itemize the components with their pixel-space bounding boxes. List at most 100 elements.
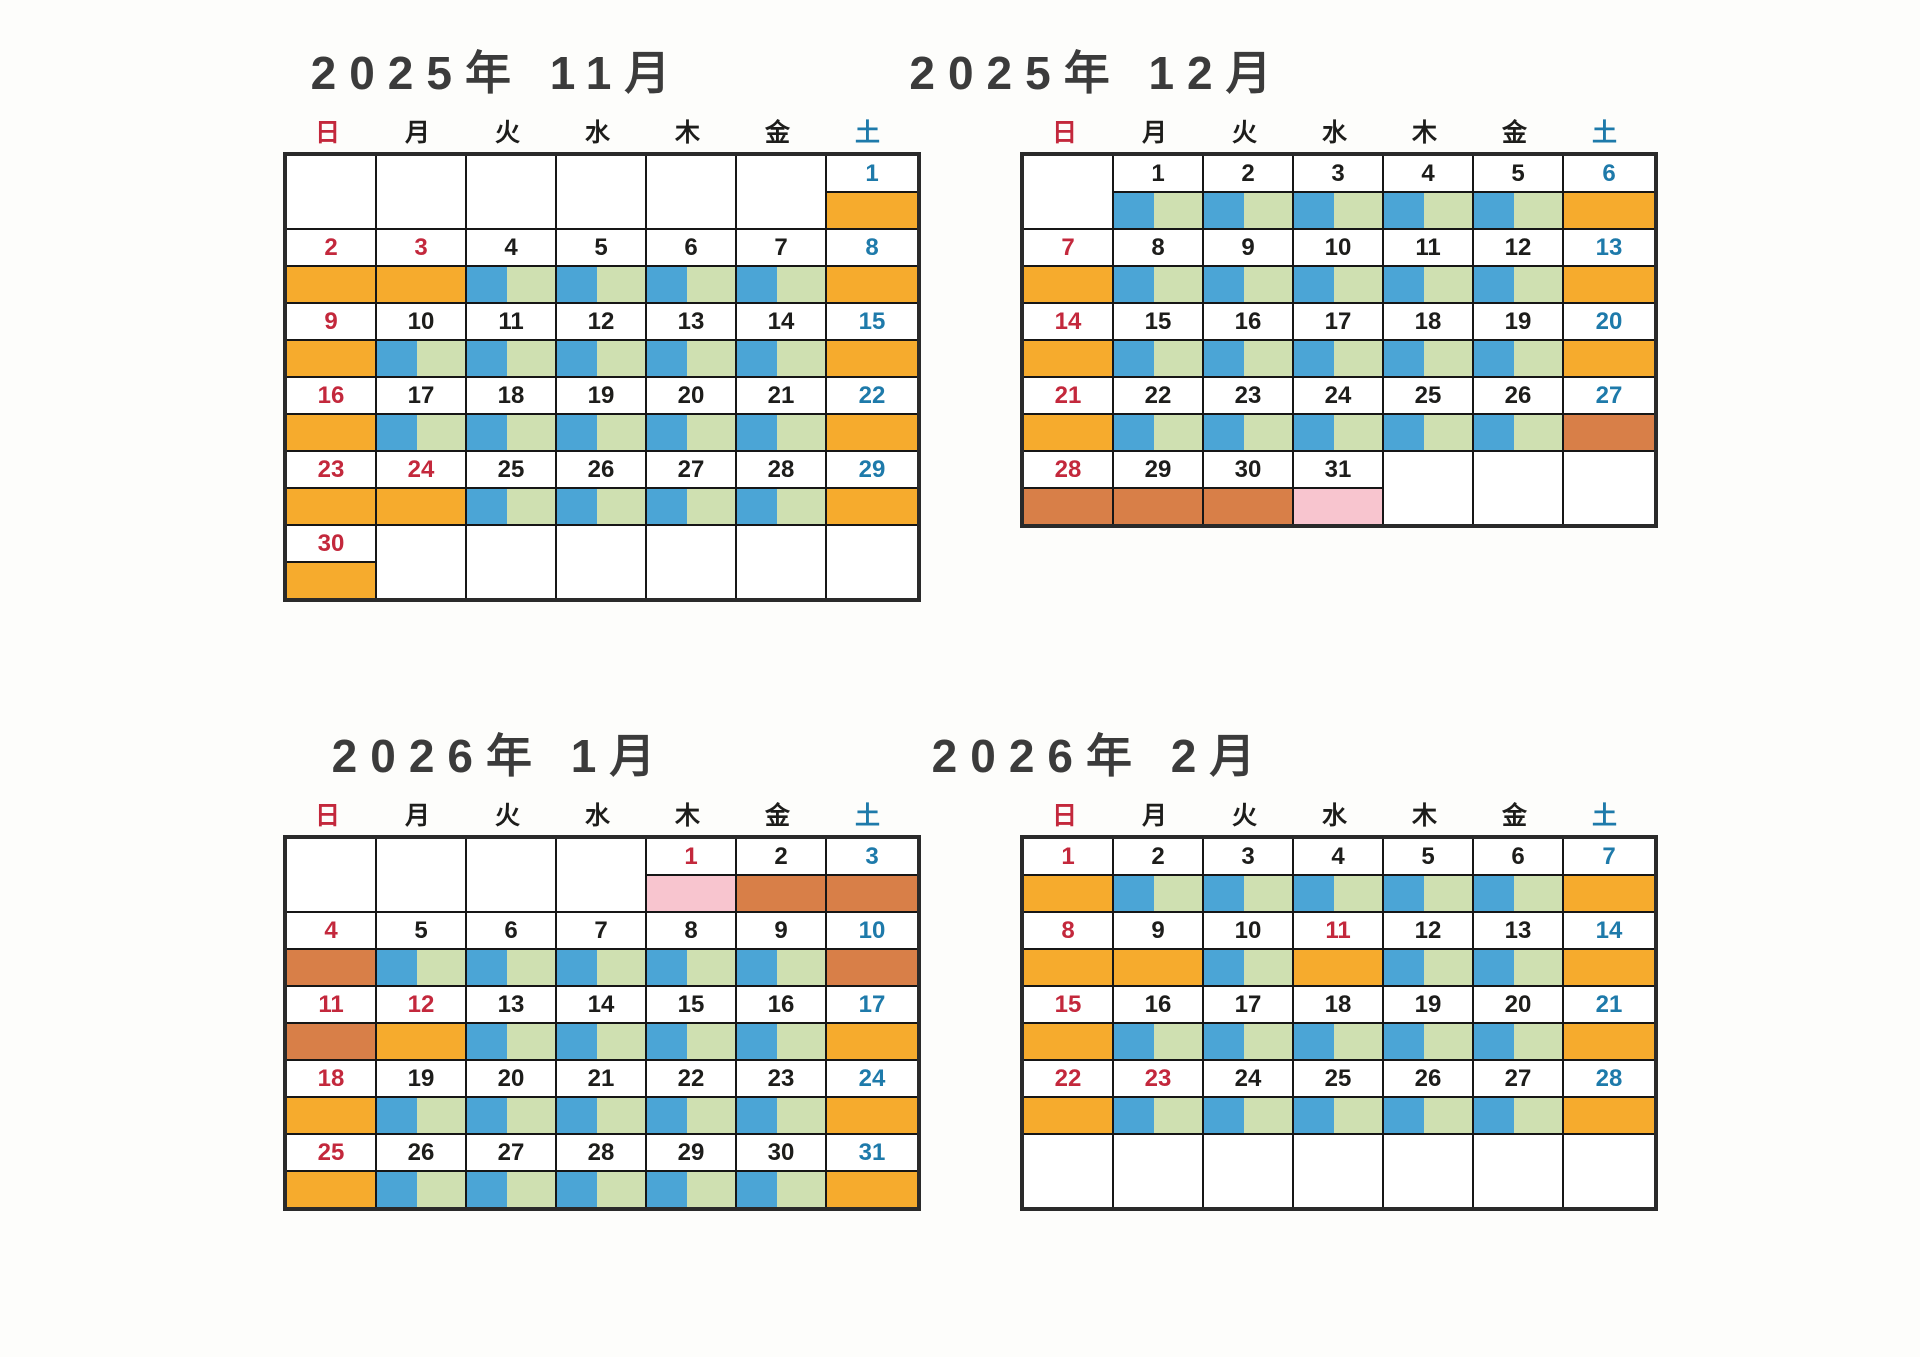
open-afternoon-segment — [1154, 1098, 1202, 1133]
day-cell: 11 — [287, 987, 377, 1059]
day-cell: 16 — [287, 378, 377, 450]
empty-day-cell — [737, 526, 827, 598]
day-number: 29 — [1144, 456, 1172, 483]
open-afternoon-segment — [777, 267, 825, 302]
open-hours-band — [647, 948, 735, 985]
open-afternoon-segment — [1514, 876, 1562, 911]
day-number: 13 — [677, 308, 705, 335]
open-morning-segment — [647, 1024, 688, 1059]
open-morning-segment — [1114, 1098, 1155, 1133]
dark_orange-band — [1024, 487, 1112, 524]
day-cell: 24 — [827, 1061, 917, 1133]
day-number: 18 — [1414, 308, 1442, 335]
day-cell: 4 — [287, 913, 377, 985]
open-afternoon-segment — [1424, 950, 1472, 985]
weekday-label: 金 — [764, 802, 791, 830]
open-hours-band — [1384, 874, 1472, 911]
empty-area — [1564, 452, 1654, 524]
open-afternoon-segment — [1424, 1024, 1472, 1059]
weekday-label: 金 — [764, 119, 791, 147]
weekday-label: 月 — [1141, 119, 1168, 147]
open-morning-segment — [647, 341, 688, 376]
day-cell: 27 — [647, 452, 737, 524]
day-number: 2 — [774, 843, 788, 870]
day-cell: 28 — [1024, 452, 1114, 524]
day-cell: 19 — [1384, 987, 1474, 1059]
open-hours-band — [647, 1096, 735, 1133]
open-morning-segment — [467, 1172, 508, 1207]
week-row: 28 29 30 31 — [1024, 452, 1654, 524]
day-cell: 2 — [1114, 839, 1204, 911]
open-afternoon-segment — [1244, 950, 1292, 985]
yellow-band — [827, 1096, 917, 1133]
day-cell: 3 — [1204, 839, 1294, 911]
open-morning-segment — [377, 1172, 418, 1207]
day-number: 24 — [1234, 1065, 1262, 1092]
day-number: 15 — [858, 308, 886, 335]
open-hours-band — [1114, 1096, 1202, 1133]
day-cell: 1 — [827, 156, 917, 228]
week-row: 1 2 3 — [287, 839, 917, 913]
open-hours-band — [1474, 948, 1562, 985]
open-hours-band — [647, 487, 735, 524]
open-afternoon-segment — [687, 267, 735, 302]
open-hours-band — [467, 1170, 555, 1207]
day-cell: 3 — [827, 839, 917, 911]
day-number: 31 — [1324, 456, 1352, 483]
empty-area — [467, 839, 555, 911]
yellow-band — [827, 487, 917, 524]
day-number: 19 — [1414, 991, 1442, 1018]
day-number: 5 — [1511, 160, 1525, 187]
yellow-band — [287, 487, 375, 524]
open-morning-segment — [647, 1098, 688, 1133]
dark_orange-band — [1564, 413, 1654, 450]
day-number: 4 — [324, 917, 338, 944]
week-row: 11 12 13 14 15 16 17 — [287, 987, 917, 1061]
day-number: 14 — [587, 991, 615, 1018]
empty-area — [827, 526, 917, 598]
weekday-label: 土 — [1591, 119, 1618, 147]
open-hours-band — [557, 487, 645, 524]
dark_orange-band — [737, 874, 825, 911]
day-cell: 1 — [1024, 839, 1114, 911]
open-afternoon-segment — [1334, 1024, 1382, 1059]
weekday-label: 水 — [584, 802, 611, 830]
weekday-label: 水 — [1321, 119, 1348, 147]
week-row: 18 19 20 21 22 23 24 — [287, 1061, 917, 1135]
open-hours-band — [377, 413, 465, 450]
day-number: 24 — [858, 1065, 886, 1092]
open-morning-segment — [467, 267, 508, 302]
open-afternoon-segment — [687, 1172, 735, 1207]
open-morning-segment — [1204, 1098, 1245, 1133]
day-cell: 23 — [1204, 378, 1294, 450]
day-cell: 28 — [1564, 1061, 1654, 1133]
empty-day-cell — [1024, 156, 1114, 228]
yellow-band — [1564, 948, 1654, 985]
empty-area — [557, 156, 645, 228]
day-cell: 23 — [737, 1061, 827, 1133]
day-number: 20 — [677, 382, 705, 409]
day-number: 26 — [1504, 382, 1532, 409]
day-number: 3 — [1331, 160, 1345, 187]
empty-day-cell — [827, 526, 917, 598]
open-morning-segment — [1114, 193, 1155, 228]
open-afternoon-segment — [1424, 267, 1472, 302]
day-cell: 2 — [287, 230, 377, 302]
day-cell: 17 — [1204, 987, 1294, 1059]
day-cell: 5 — [557, 230, 647, 302]
open-hours-band — [1384, 265, 1472, 302]
open-morning-segment — [647, 1172, 688, 1207]
day-number: 28 — [1595, 1065, 1623, 1092]
day-cell: 20 — [467, 1061, 557, 1133]
open-afternoon-segment — [597, 950, 645, 985]
open-morning-segment — [1294, 1024, 1335, 1059]
day-cell: 27 — [1474, 1061, 1564, 1133]
day-cell: 19 — [1474, 304, 1564, 376]
open-morning-segment — [377, 950, 418, 985]
open-afternoon-segment — [1424, 876, 1472, 911]
day-number: 28 — [767, 456, 795, 483]
open-afternoon-segment — [507, 950, 555, 985]
open-hours-band — [1204, 1022, 1292, 1059]
day-cell: 21 — [557, 1061, 647, 1133]
empty-day-cell — [287, 839, 377, 911]
